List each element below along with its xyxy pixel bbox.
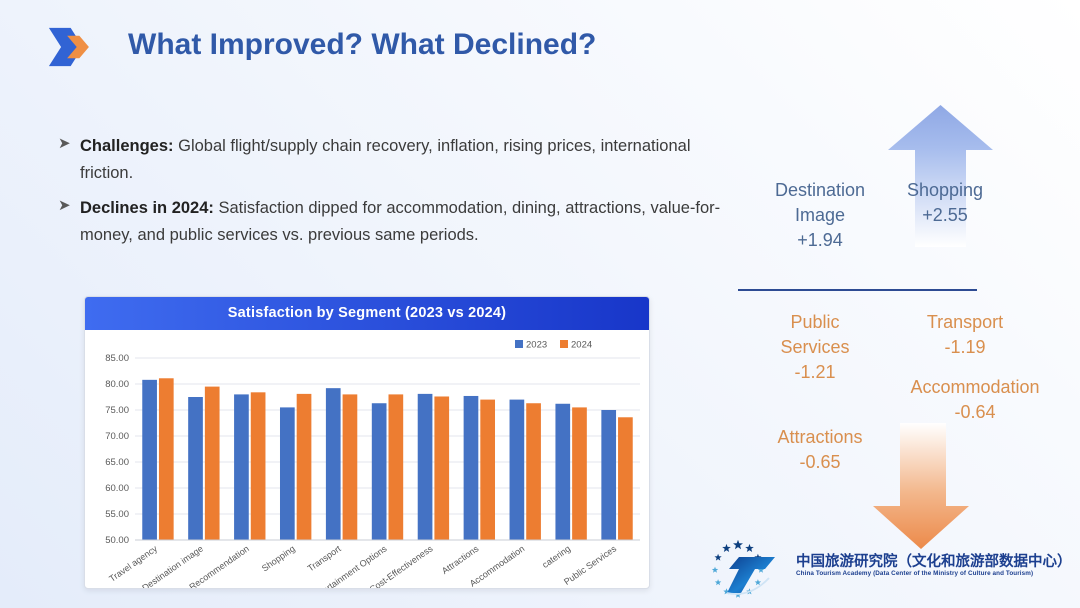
svg-text:Transport: Transport	[306, 543, 343, 573]
svg-text:2023: 2023	[526, 340, 547, 351]
svg-text:80.00: 80.00	[105, 379, 129, 390]
svg-text:65.00: 65.00	[105, 457, 129, 468]
svg-text:55.00: 55.00	[105, 509, 129, 520]
svg-text:85.00: 85.00	[105, 353, 129, 364]
svg-text:catering: catering	[540, 543, 572, 570]
svg-text:75.00: 75.00	[105, 405, 129, 416]
svg-text:60.00: 60.00	[105, 483, 129, 494]
svg-text:Attractions: Attractions	[440, 543, 481, 576]
svg-text:Shopping: Shopping	[260, 543, 297, 573]
svg-text:70.00: 70.00	[105, 431, 129, 442]
svg-text:2024: 2024	[571, 340, 592, 351]
svg-text:50.00: 50.00	[105, 535, 129, 546]
